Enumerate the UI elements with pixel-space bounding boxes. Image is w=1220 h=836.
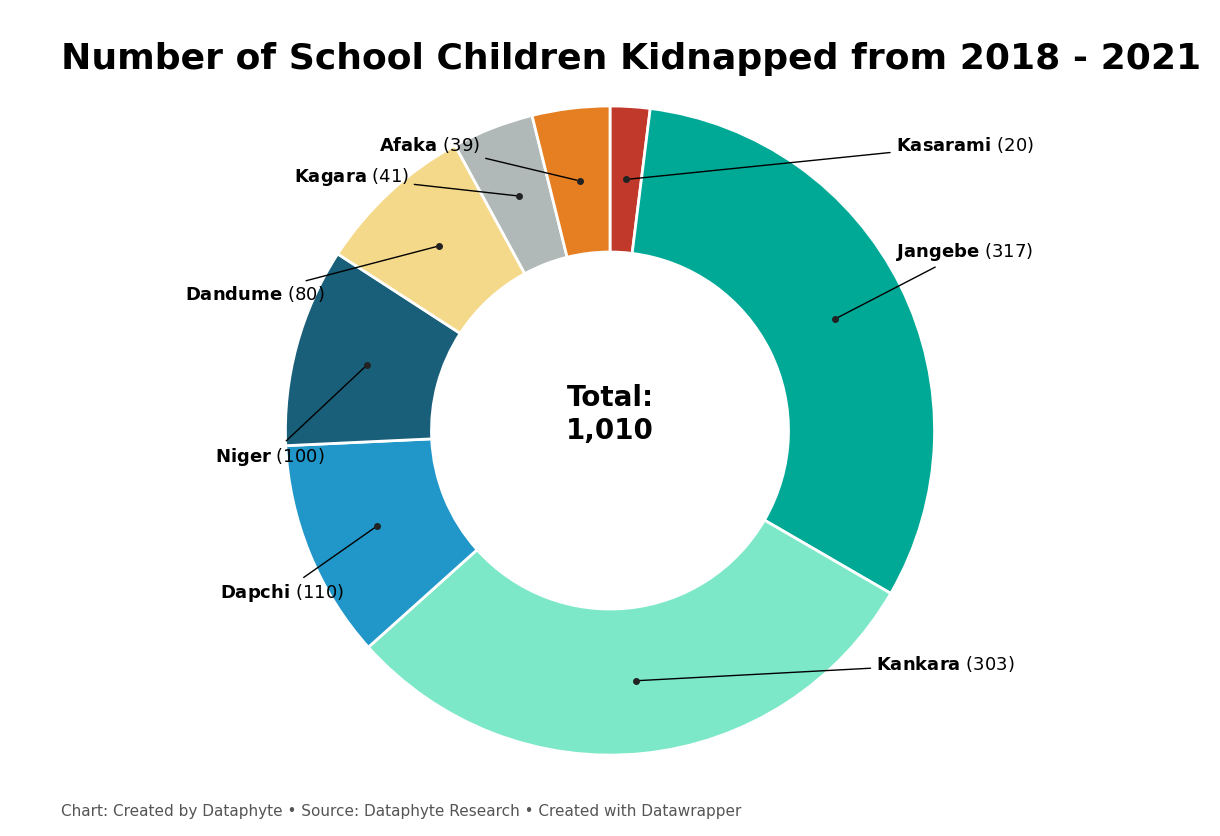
Wedge shape (610, 106, 650, 253)
Text: Number of School Children Kidnapped from 2018 - 2021: Number of School Children Kidnapped from… (61, 42, 1202, 76)
Text: $\bf{Niger}$ (100): $\bf{Niger}$ (100) (215, 367, 365, 467)
Wedge shape (455, 115, 567, 273)
Text: $\bf{Kankara}$ (303): $\bf{Kankara}$ (303) (638, 655, 1015, 681)
Wedge shape (338, 145, 525, 334)
Text: Chart: Created by Dataphyte • Source: Dataphyte Research • Created with Datawrap: Chart: Created by Dataphyte • Source: Da… (61, 804, 742, 819)
Wedge shape (368, 520, 891, 755)
Text: $\bf{Kagara}$ (41): $\bf{Kagara}$ (41) (294, 166, 516, 196)
Wedge shape (285, 254, 460, 446)
Wedge shape (285, 439, 477, 647)
Text: Total:
1,010: Total: 1,010 (566, 384, 654, 445)
Text: $\bf{Jangebe}$ (317): $\bf{Jangebe}$ (317) (838, 241, 1033, 318)
Text: $\bf{Afaka}$ (39): $\bf{Afaka}$ (39) (379, 135, 577, 181)
Wedge shape (532, 106, 610, 257)
Text: $\bf{Kasarami}$ (20): $\bf{Kasarami}$ (20) (628, 135, 1033, 179)
Text: $\bf{Dapchi}$ (110): $\bf{Dapchi}$ (110) (220, 528, 375, 604)
Wedge shape (632, 109, 935, 594)
Text: $\bf{Dandume}$ (80): $\bf{Dandume}$ (80) (184, 247, 437, 304)
